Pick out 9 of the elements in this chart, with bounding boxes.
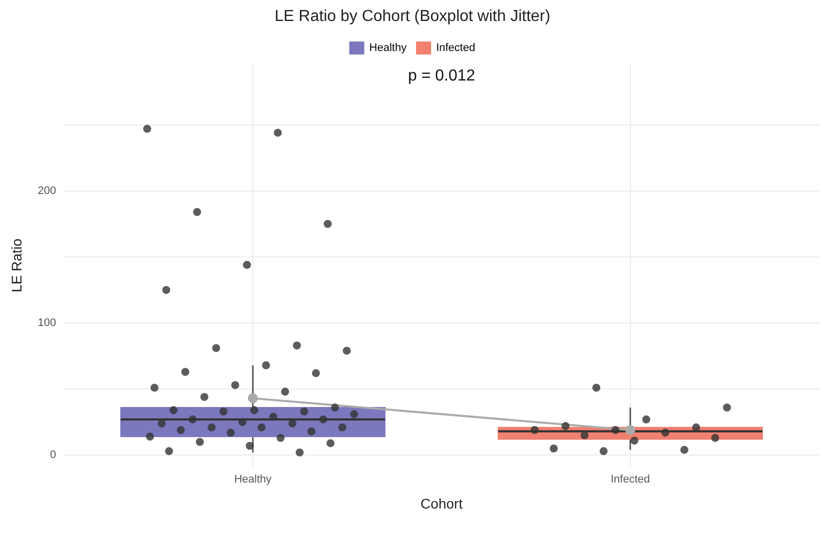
legend-label: Infected bbox=[436, 42, 476, 54]
y-tick-label: 0 bbox=[50, 449, 56, 462]
y-tick-label: 200 bbox=[38, 184, 56, 197]
chart-title: LE Ratio by Cohort (Boxplot with Jitter) bbox=[274, 7, 552, 27]
y-tick-label: 100 bbox=[38, 317, 56, 330]
y-axis-title: LE Ratio bbox=[8, 238, 24, 292]
annotation: p = 0.012 bbox=[408, 67, 476, 84]
legend-label: Healthy bbox=[369, 42, 408, 54]
x-axis-title: Cohort bbox=[420, 495, 463, 512]
